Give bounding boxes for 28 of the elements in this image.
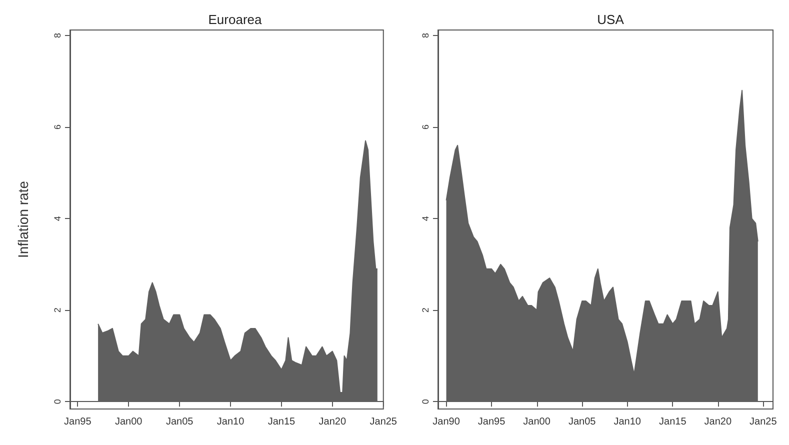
chart-title: USA <box>597 12 624 27</box>
x-tick-label: Jan05 <box>568 416 596 428</box>
x-tick-label: Jan15 <box>268 416 296 428</box>
y-tick-label: 4 <box>52 216 62 222</box>
y-tick-label: 0 <box>420 399 430 404</box>
y-tick-label: 0 <box>52 399 62 404</box>
x-tick-label: Jan00 <box>114 416 143 428</box>
x-tick-label: Jan15 <box>659 416 687 428</box>
x-tick-label: Jan90 <box>432 416 460 428</box>
x-tick-label: Jan95 <box>64 416 92 428</box>
y-tick-label: 6 <box>420 124 430 130</box>
x-tick-label: Jan25 <box>370 416 398 428</box>
y-tick-label: 6 <box>52 124 62 130</box>
x-tick-label: Jan10 <box>216 416 245 428</box>
x-tick-label: Jan20 <box>704 416 732 428</box>
y-tick-label: 2 <box>52 308 62 313</box>
x-tick-label: Jan10 <box>614 416 642 428</box>
y-tick-label: 2 <box>420 308 430 313</box>
y-tick-label: 8 <box>420 32 430 38</box>
x-tick-label: Jan95 <box>478 416 506 428</box>
y-tick-label: 8 <box>52 32 62 38</box>
y-axis-title: Inflation rate <box>15 180 31 258</box>
chart-title: Euroarea <box>208 12 263 27</box>
x-tick-label: Jan25 <box>750 416 778 428</box>
y-tick-label: 4 <box>420 216 430 222</box>
x-tick-label: Jan20 <box>318 416 346 428</box>
x-tick-label: Jan00 <box>523 416 551 428</box>
x-tick-label: Jan05 <box>166 416 194 428</box>
